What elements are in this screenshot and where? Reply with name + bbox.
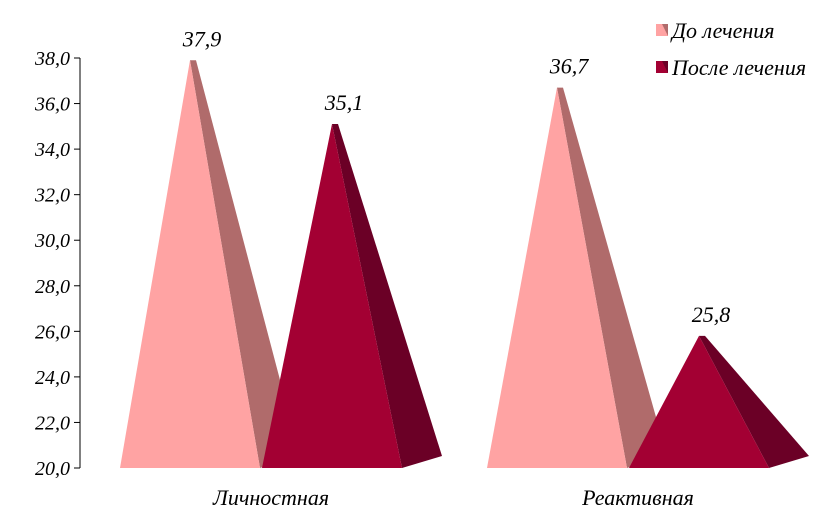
y-tick-label: 36,0 — [34, 94, 70, 116]
bar-front-face — [262, 124, 402, 469]
bar-before-0 — [120, 60, 300, 469]
y-tick-label: 24,0 — [35, 367, 70, 389]
x-category-label: Личностная — [212, 485, 329, 510]
y-tick-label: 32,0 — [34, 185, 70, 207]
plot-area — [120, 60, 809, 469]
y-tick-label: 22,0 — [35, 412, 70, 434]
x-axis-labels: Личностная Реактивная — [212, 485, 694, 510]
bar-before-1 — [487, 87, 667, 468]
data-label: 35,1 — [324, 90, 364, 115]
data-labels: 37,9 35,1 36,7 25,8 — [182, 26, 731, 327]
y-axis: 20,0 22,0 24,0 26,0 28,0 30,0 32,0 34,0 36,0 38,0 — [34, 48, 81, 480]
data-label: 37,9 — [182, 26, 222, 51]
legend-label: После лечения — [671, 55, 806, 80]
legend-swatch-shade — [662, 24, 668, 36]
bar-side-face — [332, 124, 442, 469]
y-tick-label: 26,0 — [35, 321, 70, 343]
bar-after-0 — [262, 124, 442, 469]
bar-front-face — [629, 335, 769, 468]
y-tick-label: 30,0 — [34, 230, 70, 252]
bar-front-face — [487, 87, 627, 468]
y-tick-label: 38,0 — [34, 48, 70, 70]
y-tick-label: 34,0 — [34, 139, 70, 161]
data-label: 25,8 — [692, 302, 731, 327]
bar-side-face — [557, 87, 667, 468]
legend: До лечения После лечения — [656, 18, 806, 80]
legend-label: До лечения — [670, 18, 775, 43]
x-category-label: Реактивная — [581, 485, 694, 510]
y-tick-label: 28,0 — [35, 276, 70, 298]
bar-side-face — [190, 60, 300, 469]
y-tick-label: 20,0 — [35, 458, 70, 480]
bar-front-face — [120, 60, 260, 469]
bar-side-face — [699, 335, 809, 468]
data-label: 36,7 — [549, 54, 590, 79]
bar-after-1 — [629, 335, 809, 468]
legend-swatch-shade — [662, 61, 668, 73]
